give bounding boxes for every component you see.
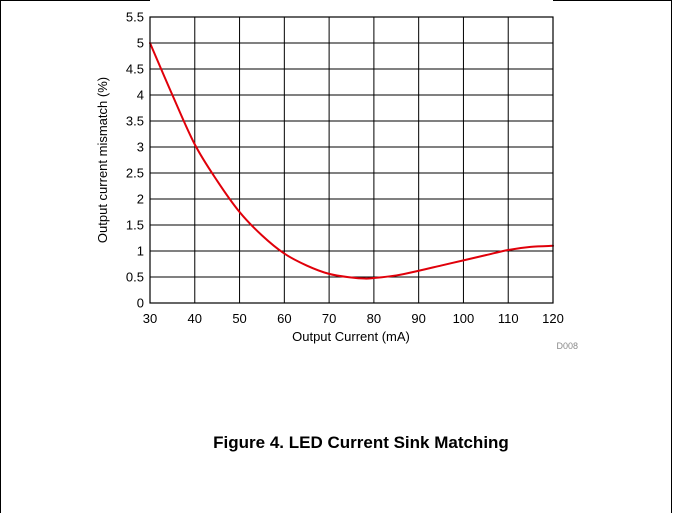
- x-tick-label: 120: [542, 311, 564, 326]
- y-tick-label: 3.5: [126, 114, 144, 129]
- x-tick-label: 110: [498, 311, 519, 326]
- y-tick-label: 2: [137, 192, 144, 207]
- y-axis-label: Output current mismatch (%): [95, 77, 110, 243]
- x-tick-label: 100: [453, 311, 475, 326]
- x-tick-label: 90: [411, 311, 425, 326]
- x-tick-label: 40: [188, 311, 202, 326]
- y-tick-label: 3: [137, 140, 144, 155]
- x-tick-label: 30: [143, 311, 157, 326]
- x-axis-label: Output Current (mA): [292, 329, 410, 344]
- y-tick-label: 4: [137, 88, 144, 103]
- y-tick-label: 5.5: [126, 10, 144, 25]
- y-tick-label: 1.5: [126, 218, 144, 233]
- y-tick-label: 1: [137, 244, 144, 259]
- y-tick-label: 2.5: [126, 166, 144, 181]
- x-tick-label: 70: [322, 311, 336, 326]
- y-tick-label: 5: [137, 36, 144, 51]
- series-line-0: [149, 42, 554, 280]
- y-tick-labels: 0 0.5 1 1.5 2 2.5 3 3.5 4 4.5 5 5.5: [126, 10, 144, 311]
- figure-code: D008: [556, 341, 578, 351]
- series-layer: [149, 42, 554, 280]
- figure-caption: Figure 4. LED Current Sink Matching: [213, 433, 509, 452]
- y-tick-label: 0.5: [126, 270, 144, 285]
- x-tick-labels: 30 40 50 60 70 80 90 100 110 120: [143, 311, 564, 326]
- y-tick-label: 0: [137, 296, 144, 311]
- plot-area-border: [149, 16, 554, 304]
- grid: [149, 16, 554, 304]
- x-tick-label: 80: [367, 311, 381, 326]
- x-tick-label: 60: [277, 311, 291, 326]
- y-tick-label: 4.5: [126, 62, 144, 77]
- x-tick-label: 50: [232, 311, 246, 326]
